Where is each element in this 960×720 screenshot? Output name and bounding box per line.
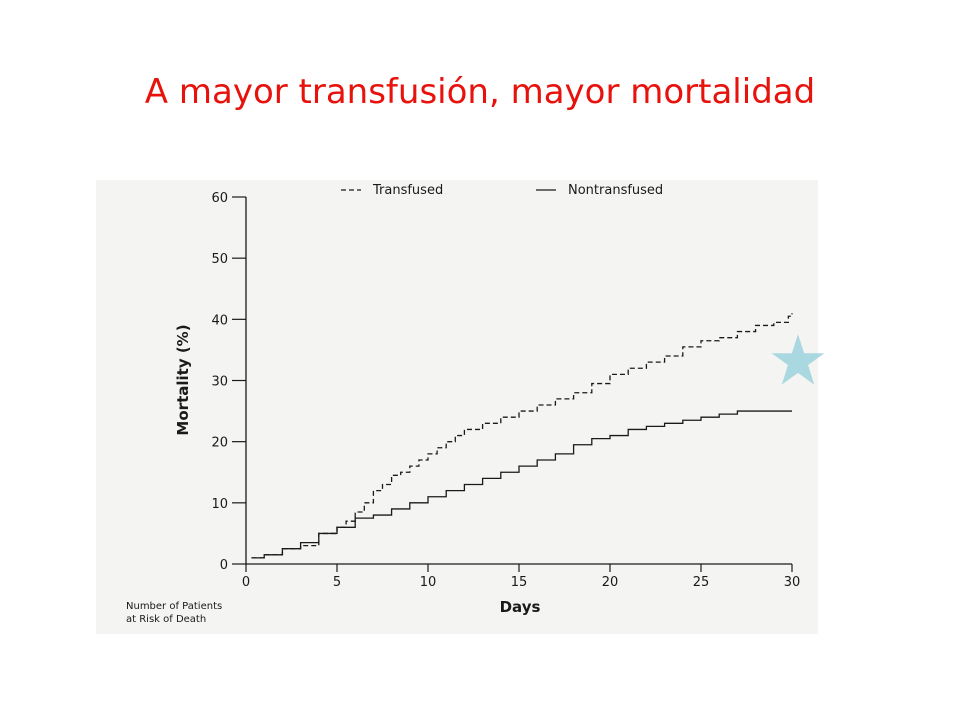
y-axis-label: Mortality (%) (174, 324, 192, 435)
legend-label: Nontransfused (568, 183, 663, 198)
x-tick-label: 30 (784, 575, 801, 590)
x-tick-label: 0 (242, 575, 250, 590)
legend-label: Transfused (372, 183, 443, 198)
at-risk-footnote: Number of Patients at Risk of Death (126, 600, 222, 626)
chart-legend: Transfused Nontransfused (341, 183, 663, 198)
footnote-line: Number of Patients (126, 601, 223, 612)
slide-title: A mayor transfusión, mayor mortalidad (144, 72, 816, 112)
footnote-line: at Risk of Death (126, 614, 207, 625)
y-tick-label: 0 (220, 558, 228, 573)
y-tick-label: 30 (211, 375, 228, 390)
series-line-transfused (251, 313, 793, 559)
y-tick-label: 60 (211, 191, 228, 206)
y-tick-label: 10 (211, 497, 228, 512)
x-tick-label: 15 (511, 575, 528, 590)
y-tick-label: 50 (211, 252, 228, 267)
y-tick-label: 40 (211, 313, 228, 328)
y-tick-label: 20 (211, 436, 228, 451)
x-axis-label: Days (500, 598, 541, 616)
chart-figure: 0 10 20 30 40 50 60 0 5 10 15 20 25 30 Transfused Nont… (96, 180, 818, 634)
star-icon (771, 334, 825, 385)
x-tick-label: 25 (693, 575, 710, 590)
x-tick-label: 5 (333, 575, 341, 590)
chart-series (251, 313, 793, 559)
x-tick-label: 20 (602, 575, 619, 590)
mortality-chart: 0 10 20 30 40 50 60 0 5 10 15 20 25 30 Transfused Nont… (174, 183, 800, 616)
x-tick-label: 10 (420, 575, 437, 590)
series-line-nontransfused (251, 410, 792, 559)
chart-axes: 0 10 20 30 40 50 60 0 5 10 15 20 25 30 (211, 191, 800, 590)
